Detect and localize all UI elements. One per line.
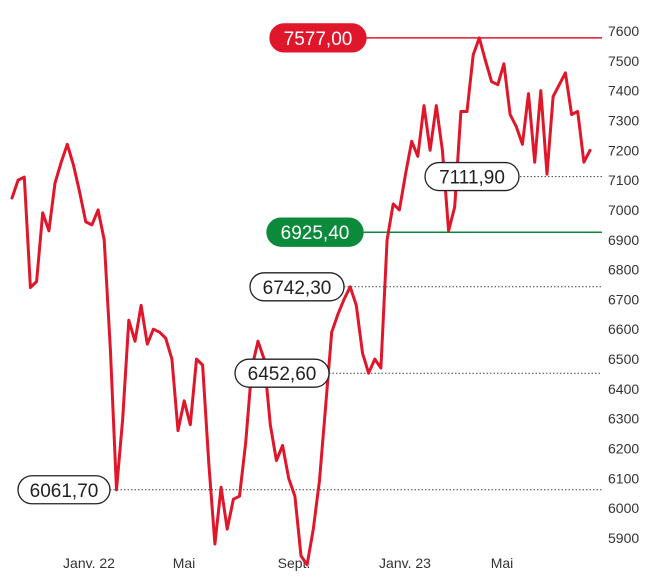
- y-tick-label: 7100: [608, 172, 639, 188]
- max-value-label: 7577,00: [269, 23, 367, 53]
- y-tick-label: 7600: [608, 23, 639, 39]
- y-tick-label: 6400: [608, 381, 639, 397]
- y-tick-label: 6600: [608, 321, 639, 337]
- level-value-label-pill: [424, 161, 520, 192]
- y-tick-label: 6800: [608, 262, 639, 278]
- y-tick-label: 6300: [608, 411, 639, 427]
- series-line: [10, 36, 592, 567]
- level-value-label-pill: [249, 272, 345, 302]
- x-tick-label: Mai: [491, 555, 514, 571]
- level-value-label-text: 6452,60: [248, 364, 317, 385]
- y-tick-label: 7400: [608, 83, 639, 99]
- x-axis: Janv. 22 Mai Sept. Janv. 23 Mai: [63, 555, 513, 571]
- x-tick-label: Janv. 23: [379, 555, 431, 571]
- max-value-label-text: 7577,00: [284, 29, 353, 50]
- y-tick-label: 6200: [608, 441, 639, 457]
- series-layer: [10, 36, 592, 567]
- max-value-label-pill: [269, 23, 367, 53]
- current-value-label-text: 6925,40: [281, 223, 350, 244]
- y-tick-label: 7300: [608, 112, 639, 128]
- x-tick-label: Janv. 22: [63, 555, 115, 571]
- level-value-label-text: 6061,70: [30, 481, 99, 502]
- x-tick-label: Mai: [173, 555, 196, 571]
- level-value-label-pill: [17, 475, 111, 505]
- y-tick-label: 6700: [608, 291, 639, 307]
- current-value-label-pill: [266, 217, 364, 247]
- level-value-label-text: 6742,30: [263, 278, 332, 299]
- y-tick-label: 5900: [608, 530, 639, 546]
- level-value-label: 7111,90: [424, 161, 520, 192]
- y-tick-label: 6100: [608, 470, 639, 486]
- reference-lines: [110, 37, 602, 491]
- annotations-layer: 7577,00 6925,40 7111,90 6742,30 6452,60 6061,…: [17, 23, 520, 505]
- level-value-label-pill: [234, 358, 330, 388]
- level-value-label: 6742,30: [249, 272, 345, 302]
- y-axis: 5900 6000 6100 6200 6300 6400 6500 6600 6700 6800…: [608, 23, 639, 546]
- y-tick-label: 6900: [608, 232, 639, 248]
- y-tick-label: 6000: [608, 500, 639, 516]
- y-tick-label: 7500: [608, 53, 639, 69]
- current-value-label: 6925,40: [266, 217, 364, 247]
- y-tick-label: 7000: [608, 202, 639, 218]
- level-value-label: 6452,60: [234, 358, 330, 388]
- level-value-label: 6061,70: [17, 475, 111, 505]
- level-value-label-text: 7111,90: [439, 168, 505, 189]
- y-tick-label: 6500: [608, 351, 639, 367]
- y-tick-label: 7200: [608, 142, 639, 158]
